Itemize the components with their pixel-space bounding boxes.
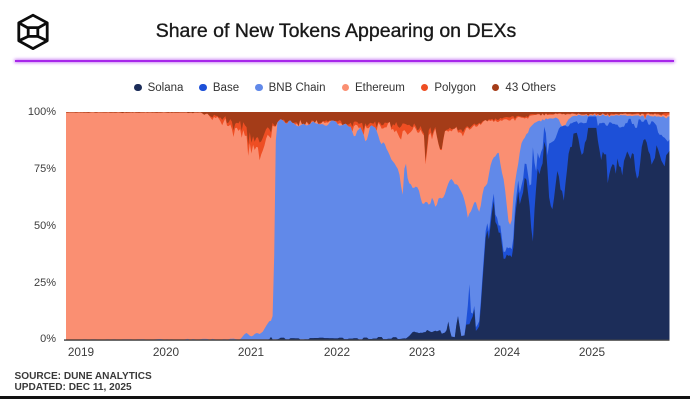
svg-text:2021: 2021 — [238, 345, 264, 359]
svg-text:50%: 50% — [34, 220, 56, 232]
svg-text:0%: 0% — [40, 333, 56, 345]
svg-text:100%: 100% — [28, 106, 56, 118]
svg-text:2023: 2023 — [409, 345, 436, 359]
svg-text:25%: 25% — [34, 277, 56, 289]
svg-text:2022: 2022 — [324, 345, 350, 359]
svg-text:75%: 75% — [34, 163, 56, 175]
svg-text:2020: 2020 — [153, 345, 180, 359]
svg-text:2025: 2025 — [579, 345, 606, 359]
svg-text:2024: 2024 — [494, 345, 521, 359]
svg-text:2019: 2019 — [68, 345, 94, 359]
